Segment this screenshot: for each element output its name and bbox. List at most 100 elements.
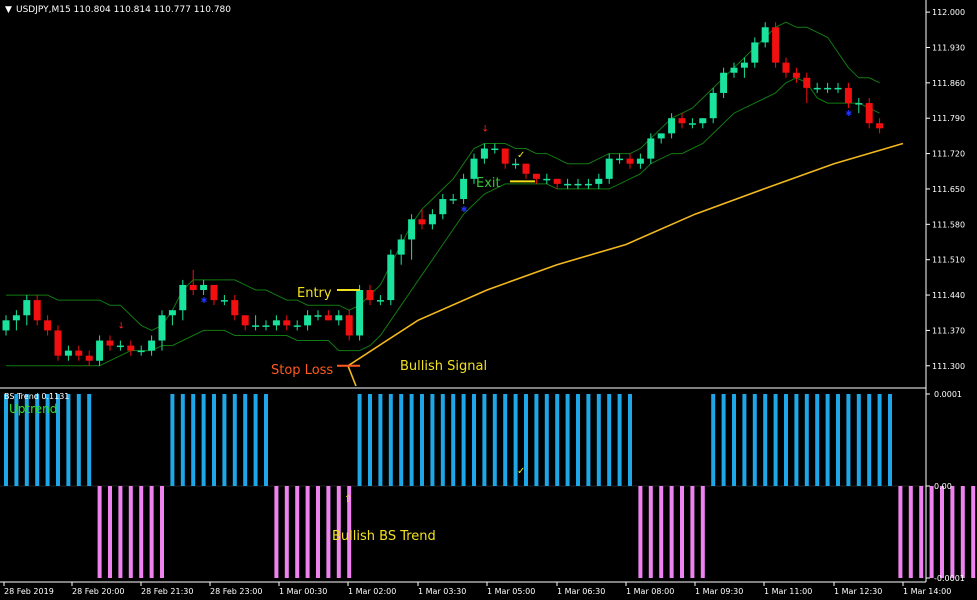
hist-bar-up bbox=[378, 394, 383, 486]
candle-bear bbox=[501, 148, 509, 164]
candle-bull bbox=[252, 325, 260, 327]
hist-bar-up bbox=[180, 394, 185, 486]
candle-bull bbox=[304, 315, 312, 326]
hist-bar-down bbox=[160, 486, 164, 578]
candle-bull bbox=[688, 123, 696, 125]
hist-bar-down bbox=[638, 486, 643, 578]
hist-bar-up bbox=[607, 394, 612, 486]
hist-bar-up bbox=[721, 394, 726, 486]
stop-loss-label: Stop Loss bbox=[271, 363, 333, 378]
hist-bar-down bbox=[929, 486, 934, 578]
candle-bull bbox=[408, 219, 416, 240]
candle-bear bbox=[844, 87, 852, 104]
candle-bull bbox=[647, 138, 655, 159]
price-pane: ↓ ↓ ✱ ✱ ✱ bbox=[2, 21, 904, 387]
symbol-arrow-icon[interactable]: ▼ bbox=[5, 5, 12, 15]
candle-bull bbox=[428, 214, 436, 225]
candle-bull bbox=[761, 27, 769, 43]
sell-arrow-icon: ↓ bbox=[481, 124, 489, 134]
hist-bar-up bbox=[482, 394, 487, 486]
candle-bull bbox=[272, 320, 280, 326]
candle-bull bbox=[720, 72, 728, 93]
candle-bull bbox=[657, 133, 665, 139]
hist-bar-up bbox=[76, 394, 81, 486]
x-tick-label: 28 Feb 23:00 bbox=[210, 587, 262, 596]
y-tick-label: 111.860 bbox=[932, 79, 965, 88]
candle-bear bbox=[54, 330, 62, 356]
candle-bull bbox=[168, 310, 176, 316]
hist-bar-up bbox=[24, 394, 29, 486]
candle-bull bbox=[564, 183, 572, 186]
y-tick-label: 111.440 bbox=[932, 291, 965, 300]
candle-bull bbox=[855, 103, 863, 105]
hist-bar-up bbox=[212, 394, 216, 486]
symbol-header: USDJPY,M15 110.804 110.814 110.777 110.7… bbox=[16, 5, 231, 15]
candle-bull bbox=[813, 87, 821, 90]
candle-bull bbox=[595, 178, 603, 184]
y-tick-label: 111.580 bbox=[932, 220, 965, 229]
x-tick-label: 1 Mar 14:00 bbox=[903, 587, 951, 596]
signal-dot-icon: ✱ bbox=[461, 205, 468, 214]
bs-trend-pane bbox=[0, 394, 976, 578]
hist-bar-up bbox=[565, 394, 570, 486]
hist-bar-down bbox=[680, 486, 684, 578]
candle-bull bbox=[12, 315, 20, 321]
hist-bar-up bbox=[846, 394, 851, 486]
candle-bull bbox=[824, 87, 832, 90]
hist-bar-up bbox=[617, 394, 622, 486]
hist-bar-up bbox=[253, 394, 258, 486]
candle-bull bbox=[616, 158, 624, 161]
hist-bar-down bbox=[128, 486, 133, 578]
hist-bar-up bbox=[14, 394, 19, 486]
hist-bar-up bbox=[170, 394, 175, 486]
candle-bear bbox=[231, 300, 239, 316]
candle-bull bbox=[314, 315, 322, 317]
hist-bar-up bbox=[784, 394, 788, 486]
hist-bar-up bbox=[752, 394, 757, 486]
candle-bull bbox=[262, 325, 270, 327]
candle-bear bbox=[772, 27, 780, 63]
indicator-state: Uptrend bbox=[9, 402, 57, 416]
candle-bull bbox=[512, 163, 520, 166]
candle-bull bbox=[543, 178, 551, 181]
candle-bull bbox=[200, 284, 208, 290]
candle-bear bbox=[33, 300, 41, 321]
x-tick-label: 28 Feb 2019 bbox=[4, 587, 54, 596]
hist-bar-up bbox=[825, 394, 830, 486]
hist-bar-up bbox=[815, 394, 820, 486]
hist-bar-down bbox=[960, 486, 965, 578]
candle-bull bbox=[699, 118, 707, 124]
hist-bar-down bbox=[648, 486, 653, 578]
candle-bull bbox=[480, 148, 488, 159]
candle-bull bbox=[491, 148, 499, 151]
candle-bull bbox=[23, 300, 31, 316]
ind-y-tick-label: 0.0001 bbox=[934, 390, 962, 399]
up-arrow-icon: ⇧ bbox=[344, 494, 352, 505]
hist-bar-up bbox=[388, 394, 393, 486]
hist-bar-down bbox=[908, 486, 913, 578]
hist-bar-down bbox=[700, 486, 705, 578]
hist-bar-up bbox=[711, 394, 716, 486]
candle-bear bbox=[189, 284, 197, 290]
x-tick-label: 1 Mar 08:00 bbox=[626, 587, 674, 596]
candle-bull bbox=[397, 239, 405, 255]
x-tick-label: 28 Feb 20:00 bbox=[72, 587, 124, 596]
hist-bar-down bbox=[336, 486, 341, 578]
x-tick-label: 1 Mar 05:00 bbox=[487, 587, 535, 596]
hist-bar-up bbox=[628, 394, 632, 486]
hist-bar-up bbox=[264, 394, 268, 486]
hist-bar-down bbox=[971, 486, 976, 578]
hist-bar-up bbox=[232, 394, 237, 486]
hist-bar-up bbox=[503, 394, 508, 486]
hist-bar-down bbox=[669, 486, 674, 578]
hist-bar-up bbox=[763, 394, 768, 486]
hist-bar-up bbox=[732, 394, 736, 486]
candle-bull bbox=[636, 158, 644, 164]
candle-bear bbox=[876, 123, 884, 129]
hist-bar-up bbox=[492, 394, 497, 486]
hist-bar-down bbox=[274, 486, 279, 578]
y-tick-label: 111.370 bbox=[932, 326, 965, 335]
hist-bar-up bbox=[472, 394, 476, 486]
